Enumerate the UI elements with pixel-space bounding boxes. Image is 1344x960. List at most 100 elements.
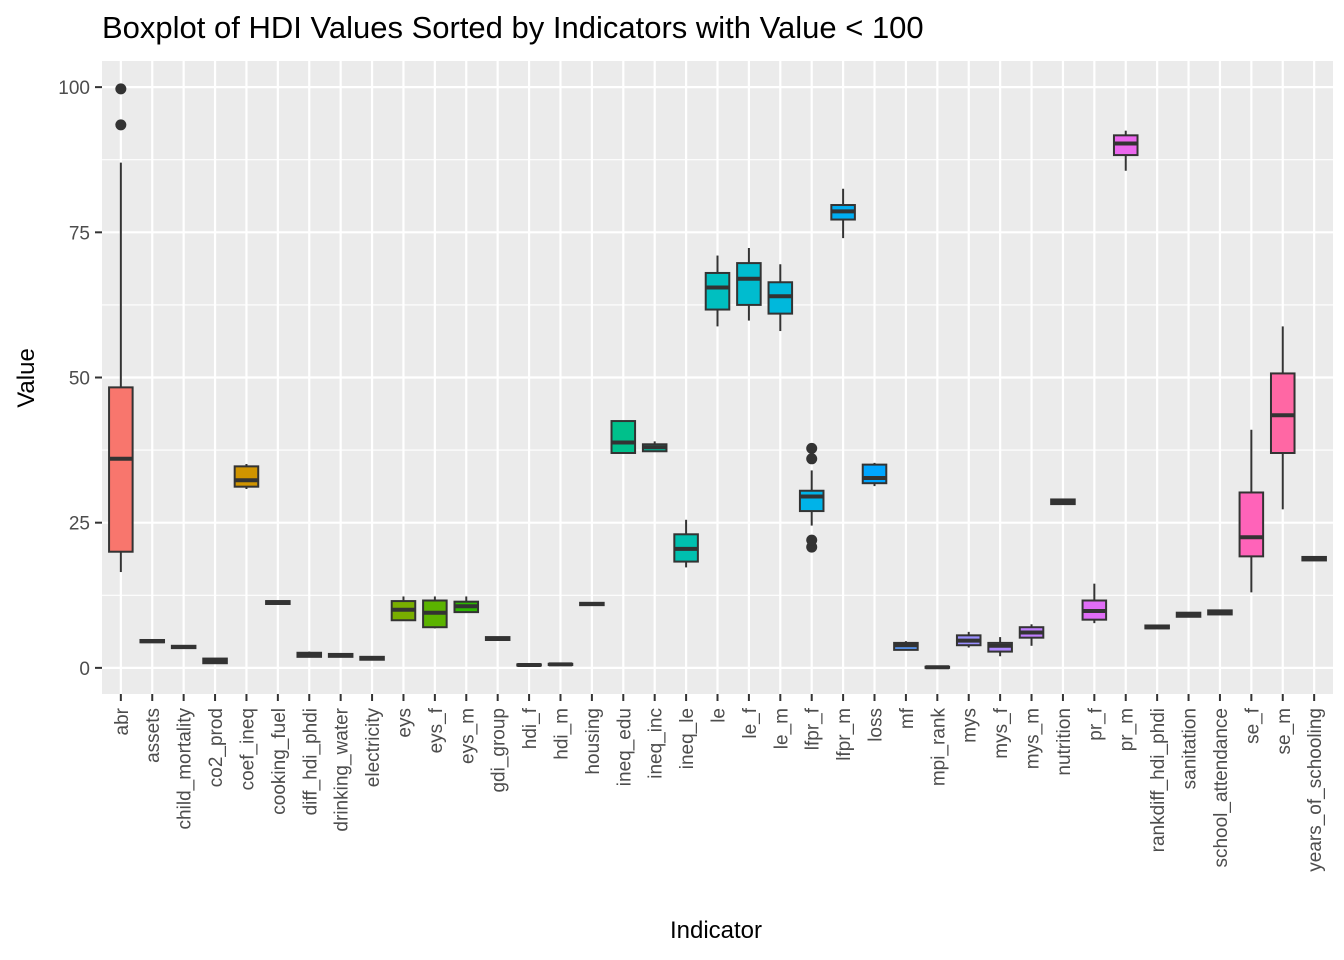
- box-se_f: [1238, 429, 1265, 593]
- x-tick-label: nutrition: [1054, 708, 1075, 776]
- box-sanitation: [1175, 611, 1202, 618]
- box-electricity: [359, 655, 385, 661]
- x-tick-label: se_m: [1274, 708, 1295, 754]
- box-assets: [139, 638, 166, 644]
- outlier-point: [806, 453, 818, 465]
- box-housing: [579, 601, 605, 607]
- x-tick-label: mys_f: [991, 707, 1012, 758]
- outlier-point: [806, 534, 818, 546]
- x-tick-label: se_f: [1242, 707, 1263, 744]
- box-iqr: [1269, 372, 1296, 454]
- box-mys: [955, 631, 982, 648]
- x-tick-label: mpi_rank: [928, 708, 949, 787]
- box-se_m: [1269, 326, 1296, 510]
- box-drinking_water: [327, 652, 354, 658]
- x-tick-label: abr: [112, 707, 133, 735]
- box-iqr: [610, 420, 637, 454]
- box-iqr: [108, 386, 134, 553]
- box-iqr: [861, 463, 888, 485]
- box-mpi_rank: [924, 665, 951, 670]
- x-tick-label: co2_prod: [206, 708, 227, 787]
- x-tick-label: housing: [583, 708, 604, 775]
- box-le: [704, 255, 731, 327]
- x-tick-label: gdi_group: [489, 708, 510, 793]
- x-tick-label: coef_ineq: [237, 708, 258, 790]
- box-iqr: [1238, 491, 1265, 558]
- box-mys_f: [987, 637, 1013, 657]
- box-pr_f: [1081, 583, 1108, 624]
- x-tick-label: diff_hdi_phdi: [300, 708, 321, 815]
- x-tick-label: child_mortality: [175, 708, 196, 830]
- x-tick-label: years_of_schooling: [1305, 708, 1326, 872]
- y-tick-label: 25: [69, 514, 90, 535]
- outlier-point: [806, 442, 818, 454]
- x-tick-label: ineq_edu: [614, 708, 635, 786]
- outlier-point: [115, 119, 127, 131]
- box-cooking_fuel: [265, 600, 291, 605]
- x-tick-label: rankdiff_hdi_phdi: [1148, 708, 1169, 852]
- y-tick-label: 50: [69, 369, 90, 390]
- box-iqr: [798, 489, 825, 513]
- x-tick-label: assets: [143, 708, 164, 763]
- box-iqr: [736, 262, 762, 306]
- box-coef_ineq: [233, 464, 260, 490]
- x-tick-label: pr_m: [1117, 708, 1138, 751]
- x-tick-label: drinking_water: [332, 707, 353, 831]
- box-ineq_le: [673, 519, 699, 568]
- box-years_of_schooling: [1301, 555, 1327, 562]
- box-lfpr_f: [798, 442, 825, 553]
- x-tick-label: lfpr_m: [834, 708, 855, 761]
- x-tick-label: hdi_m: [551, 708, 572, 760]
- box-mys_m: [1018, 624, 1045, 646]
- chart-title: Boxplot of HDI Values Sorted by Indicato…: [102, 10, 924, 45]
- box-le_m: [767, 264, 794, 332]
- box-rankdiff_hdi_phdi: [1144, 624, 1170, 630]
- x-tick-label: pr_f: [1085, 707, 1106, 740]
- x-tick-label: lfpr_f: [803, 707, 824, 750]
- box-ineq_edu: [610, 420, 637, 454]
- x-tick-label: ineq_inc: [646, 708, 667, 779]
- box-diff_hdi_phdi: [296, 651, 323, 658]
- x-tick-label: le_m: [771, 708, 792, 749]
- x-tick-label: le_f: [740, 707, 761, 738]
- box-school_attendance: [1207, 609, 1233, 616]
- box-le_f: [736, 247, 762, 321]
- box-hdi_f: [516, 662, 542, 667]
- x-axis-title: Indicator: [670, 917, 762, 944]
- x-axis: abr assets child_mortality co2_prod coef_ine…: [112, 694, 1326, 872]
- box-gdi_group: [484, 636, 511, 641]
- x-tick-label: mys_m: [1023, 708, 1044, 769]
- y-axis-title: Value: [13, 348, 40, 408]
- box-abr: [108, 83, 134, 573]
- box-eys_m: [453, 596, 480, 614]
- y-tick-label: 100: [58, 78, 90, 99]
- y-tick-label: 75: [69, 223, 90, 244]
- x-tick-label: eys_m: [457, 708, 478, 764]
- x-tick-label: school_attendance: [1211, 708, 1232, 868]
- boxes-layer: [108, 83, 1327, 670]
- box-ineq_inc: [641, 441, 668, 453]
- x-tick-label: eys_f: [426, 707, 447, 753]
- x-tick-label: le: [709, 708, 730, 723]
- x-tick-label: ineq_le: [677, 708, 698, 769]
- box-co2_prod: [202, 657, 228, 665]
- box-child_mortality: [170, 644, 197, 650]
- y-axis: 0 25 50 75 100: [58, 78, 102, 680]
- box-loss: [861, 462, 888, 487]
- box-eys: [390, 596, 417, 622]
- box-lfpr_m: [830, 188, 856, 239]
- x-tick-label: cooking_fuel: [269, 708, 290, 815]
- box-hdi_m: [547, 662, 574, 667]
- x-tick-label: eys: [394, 708, 415, 738]
- x-tick-label: electricity: [363, 708, 384, 788]
- x-tick-label: loss: [866, 708, 887, 742]
- box-eys_f: [422, 596, 448, 629]
- x-tick-label: mys: [960, 708, 981, 743]
- outlier-point: [115, 83, 127, 95]
- box-iqr: [704, 271, 731, 311]
- box-mf: [893, 641, 919, 651]
- box-iqr: [233, 465, 260, 488]
- box-nutrition: [1050, 498, 1076, 506]
- x-tick-label: hdi_f: [520, 707, 541, 749]
